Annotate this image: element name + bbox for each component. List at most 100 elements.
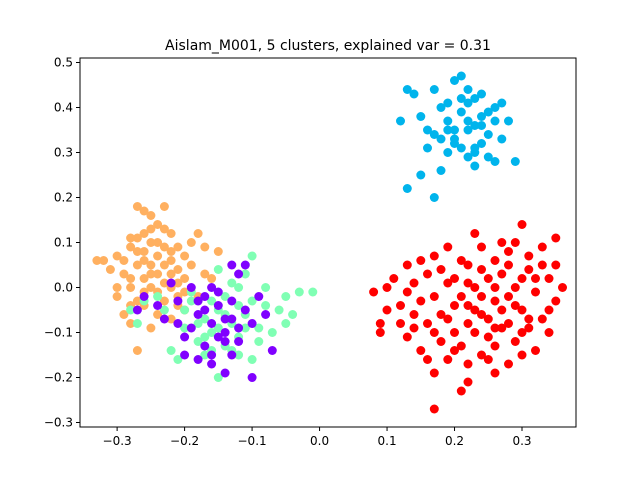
data-point [213, 332, 223, 342]
data-point [456, 143, 466, 153]
data-point [159, 224, 169, 234]
data-point [173, 319, 183, 328]
data-point [409, 310, 419, 319]
y-tick-label: 0.0 [54, 281, 73, 295]
data-point [234, 337, 244, 346]
data-point [477, 242, 486, 252]
data-point [375, 319, 385, 328]
data-point [126, 305, 136, 315]
series-0 [369, 220, 567, 414]
data-point [166, 278, 176, 288]
data-point [200, 242, 210, 252]
data-point [146, 283, 156, 292]
data-point [524, 314, 534, 324]
data-point [112, 251, 122, 261]
data-point [159, 296, 169, 306]
data-point [429, 404, 439, 414]
series-2 [92, 202, 223, 355]
data-point [483, 274, 493, 283]
data-point [166, 229, 176, 238]
data-point [173, 278, 183, 288]
data-point [436, 265, 446, 274]
data-point [537, 242, 547, 252]
data-point [213, 323, 223, 333]
data-point [537, 260, 547, 270]
data-point [423, 269, 432, 279]
data-point [166, 247, 176, 256]
data-point [180, 332, 190, 342]
data-point [504, 260, 513, 270]
data-point [267, 346, 277, 355]
data-point [443, 125, 453, 135]
x-tick-label: 0.2 [445, 434, 464, 448]
y-tick-label: 0.3 [54, 146, 73, 160]
data-point [470, 328, 480, 337]
data-point [497, 323, 507, 333]
data-point [200, 332, 210, 342]
data-point [180, 287, 190, 297]
data-point [132, 247, 142, 256]
data-point [443, 116, 453, 126]
data-point [126, 233, 136, 243]
data-point [200, 350, 210, 360]
data-point [524, 251, 534, 261]
data-point [436, 337, 446, 346]
data-point [112, 283, 122, 292]
data-point [470, 121, 480, 130]
data-point [159, 314, 169, 324]
data-point [166, 314, 176, 324]
data-point [409, 323, 419, 333]
data-point [537, 314, 547, 324]
data-point [429, 193, 439, 202]
data-point [456, 107, 466, 117]
data-point [375, 328, 385, 337]
data-point [551, 233, 561, 243]
data-point [463, 260, 473, 270]
data-point [213, 287, 223, 297]
data-point [139, 292, 149, 301]
data-point [504, 247, 513, 256]
data-point [220, 328, 230, 337]
data-point [261, 301, 271, 310]
data-point [409, 278, 419, 288]
data-point [531, 274, 540, 283]
data-point [524, 323, 534, 333]
data-point [173, 296, 183, 306]
data-point [429, 251, 439, 261]
data-point [436, 310, 446, 319]
data-point [497, 98, 507, 108]
data-point [429, 328, 439, 337]
data-point [456, 292, 466, 301]
data-point [463, 278, 473, 288]
data-point [159, 305, 169, 315]
data-point [531, 346, 540, 355]
data-point [450, 125, 459, 135]
data-point [389, 274, 399, 283]
data-point [207, 328, 217, 337]
data-point [463, 125, 473, 135]
data-point [132, 319, 142, 328]
data-point [159, 242, 169, 252]
data-point [186, 296, 196, 306]
data-point [524, 265, 534, 274]
data-point [267, 328, 277, 337]
data-point [240, 305, 250, 315]
data-point [139, 247, 149, 256]
data-point [396, 116, 405, 126]
data-point [119, 256, 129, 265]
data-point [213, 265, 223, 274]
data-point [220, 368, 230, 378]
data-point [227, 350, 237, 360]
data-point [490, 256, 500, 265]
data-point [477, 139, 486, 148]
data-point [227, 314, 237, 324]
data-point [402, 287, 412, 297]
data-point [173, 242, 183, 252]
data-point [517, 220, 527, 229]
data-point [517, 350, 527, 360]
data-point [200, 305, 210, 315]
data-point [504, 319, 513, 328]
data-point [261, 310, 271, 319]
data-point [207, 274, 217, 283]
data-point [429, 368, 439, 378]
